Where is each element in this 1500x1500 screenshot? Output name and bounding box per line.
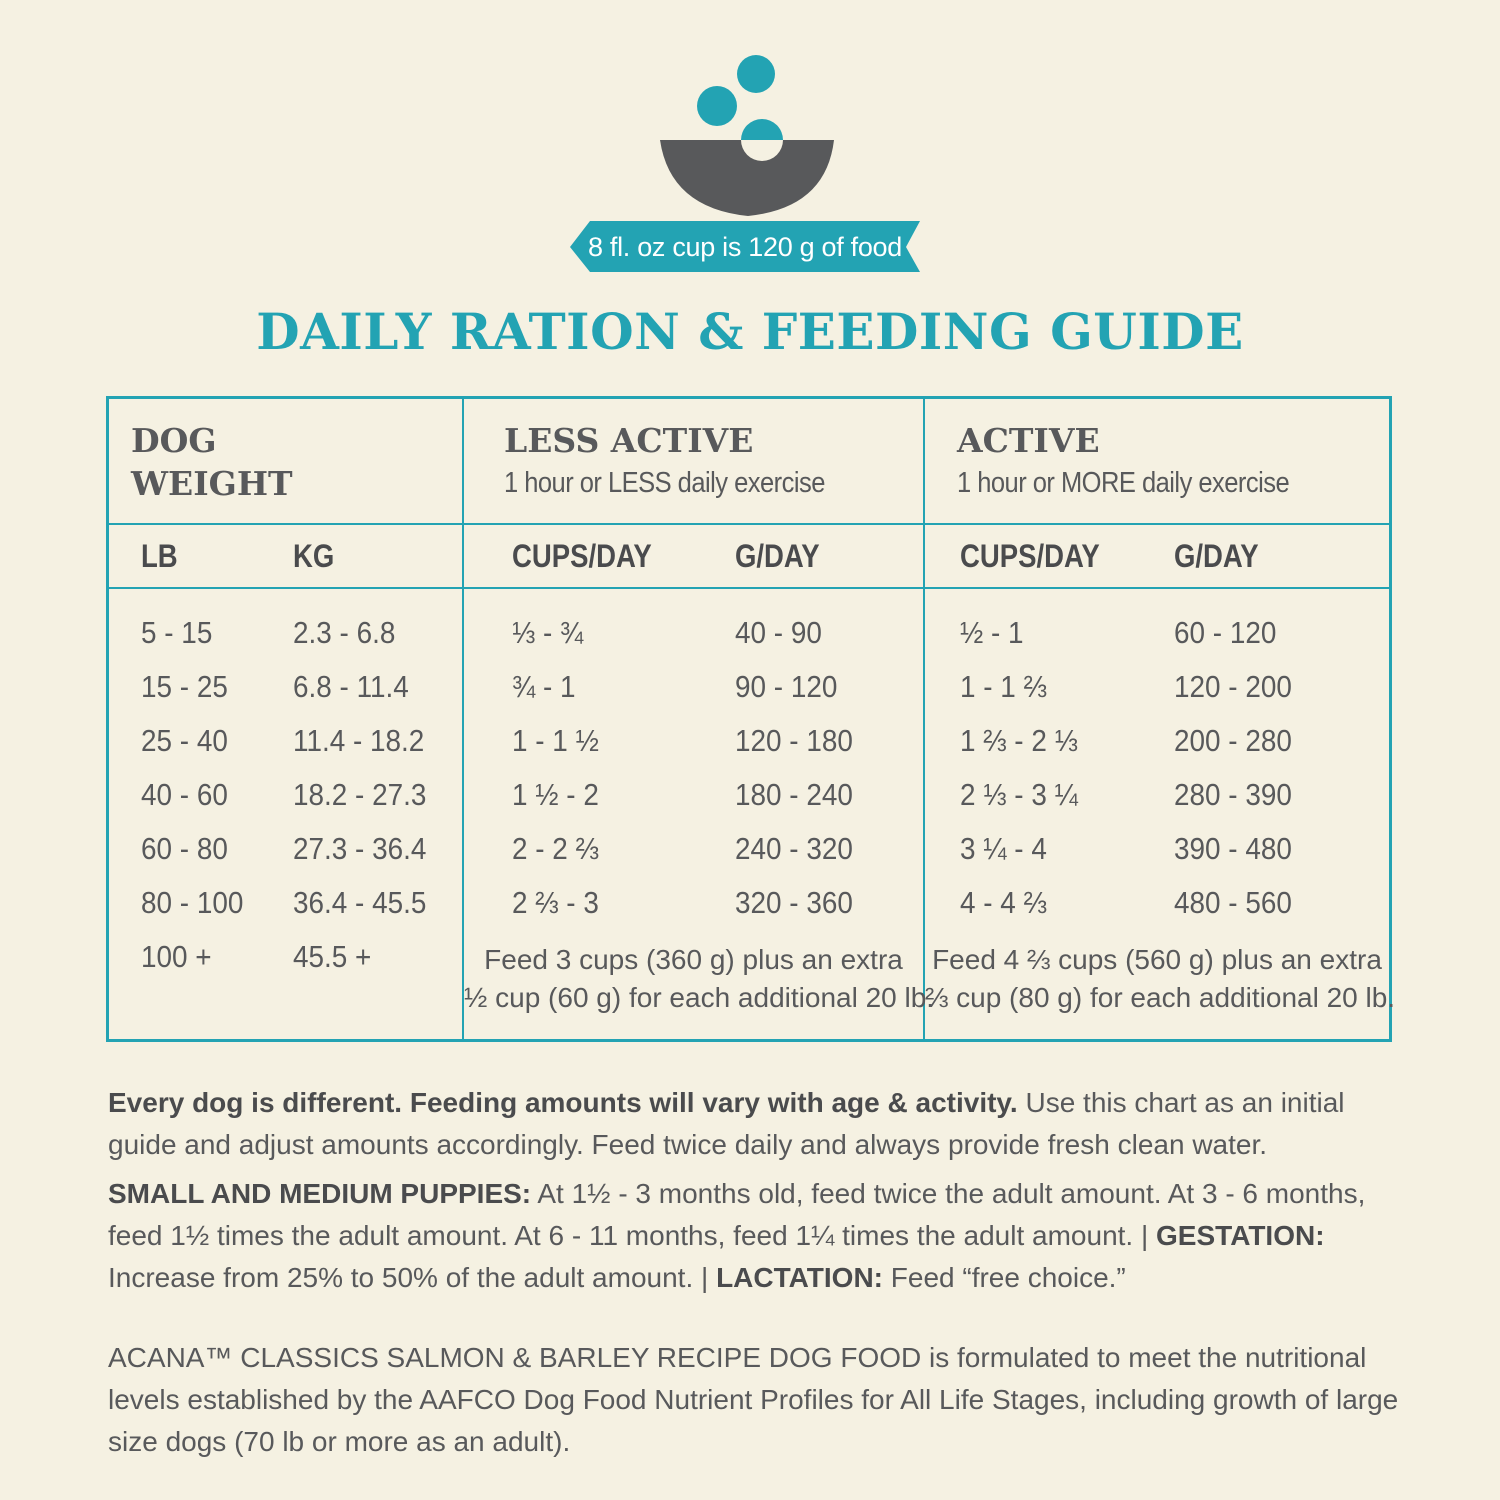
page-title: DAILY RATION & FEEDING GUIDE: [256, 302, 1244, 361]
column-header-less-active-cups: CUPS/DAY: [512, 538, 652, 574]
table-cell-active-cups: 3 ¼ - 4: [960, 831, 1047, 866]
table-cell-lb: 80 - 100: [141, 885, 244, 920]
table-cell-less-active-cups: 1 ½ - 2: [512, 777, 599, 812]
table-cell-active-cups: 2 ⅓ - 3 ¼: [960, 777, 1078, 812]
table-cell-less-active-grams: 320 - 360: [735, 885, 853, 920]
header-active-sub: 1 hour or MORE daily exercise: [957, 467, 1290, 499]
table-cell-active-grams: 480 - 560: [1174, 885, 1292, 920]
table-cell-active-grams: 200 - 280: [1174, 723, 1292, 758]
column-header-lb: LB: [141, 538, 178, 574]
table-cell-less-active-cups: 1 - 1 ½: [512, 723, 599, 758]
table-cell-kg: 18.2 - 27.3: [293, 777, 427, 812]
table-cell-active-cups: ½ - 1: [960, 615, 1024, 650]
table-cell-kg: 36.4 - 45.5: [293, 885, 427, 920]
table-cell-lb: 5 - 15: [141, 615, 213, 650]
column-header-active-cups: CUPS/DAY: [960, 538, 1100, 574]
ribbon-banner: [570, 221, 920, 272]
note-general: Every dog is different. Feeding amounts …: [108, 1087, 1345, 1160]
table-cell-less-active-grams: 40 - 90: [735, 615, 822, 650]
table-cell-less-active-cups: 2 - 2 ⅔: [512, 831, 599, 866]
kibble-icon: [737, 55, 775, 93]
table-cell-active-grams: 120 - 200: [1174, 669, 1292, 704]
feeding-table: DOG WEIGHT LESS ACTIVE 1 hour or LESS da…: [106, 396, 1396, 1042]
table-cell-kg: 45.5 +: [293, 939, 372, 974]
table-cell-less-active-cups: ⅓ - ¾: [512, 615, 584, 650]
header-less-active: LESS ACTIVE: [504, 421, 754, 460]
table-cell-less-active-grams: 240 - 320: [735, 831, 853, 866]
table-cell-kg: 2.3 - 6.8: [293, 615, 396, 650]
table-cell-less-active-cups: ¾ - 1: [512, 669, 576, 704]
less-active-extra-note: Feed 3 cups (360 g) plus an extra ½ cup …: [464, 944, 935, 1013]
table-cell-kg: 27.3 - 36.4: [293, 831, 427, 866]
cup-size-note: 8 fl. oz cup is 120 g of food: [587, 231, 902, 262]
active-extra-note: Feed 4 ⅔ cups (560 g) plus an extra ⅔ cu…: [925, 944, 1396, 1013]
table-cell-less-active-grams: 90 - 120: [735, 669, 838, 704]
table-cell-lb: 25 - 40: [141, 723, 228, 758]
table-cell-active-cups: 1 - 1 ⅔: [960, 669, 1047, 704]
table-cell-less-active-grams: 120 - 180: [735, 723, 853, 758]
column-header-less-active-grams: G/DAY: [735, 538, 820, 574]
table-cell-lb: 40 - 60: [141, 777, 228, 812]
kibble-icon: [741, 119, 783, 140]
table-cell-kg: 6.8 - 11.4: [293, 669, 409, 704]
table-cell-active-grams: 280 - 390: [1174, 777, 1292, 812]
table-cell-active-grams: 390 - 480: [1174, 831, 1292, 866]
table-cell-active-cups: 1 ⅔ - 2 ⅓: [960, 723, 1078, 758]
table-cell-lb: 60 - 80: [141, 831, 228, 866]
table-cell-less-active-cups: 2 ⅔ - 3: [512, 885, 599, 920]
note-aafco: ACANA™ CLASSICS SALMON & BARLEY RECIPE D…: [108, 1342, 1399, 1457]
header-active: ACTIVE: [957, 421, 1100, 460]
table-cell-active-cups: 4 - 4 ⅔: [960, 885, 1047, 920]
table-cell-less-active-grams: 180 - 240: [735, 777, 853, 812]
header-dog-weight: DOG WEIGHT: [131, 421, 293, 503]
table-cell-lb: 100 +: [141, 939, 212, 974]
table-cell-lb: 15 - 25: [141, 669, 228, 704]
note-puppies: SMALL AND MEDIUM PUPPIES: At 1½ - 3 mont…: [108, 1178, 1366, 1293]
table-cell-kg: 11.4 - 18.2: [293, 723, 425, 758]
bowl-with-food-icon: [570, 55, 920, 272]
kibble-icon: [697, 86, 737, 126]
header-less-active-sub: 1 hour or LESS daily exercise: [504, 467, 825, 499]
column-header-active-grams: G/DAY: [1174, 538, 1259, 574]
bowl-icon: [660, 140, 834, 216]
column-header-kg: KG: [293, 538, 335, 574]
table-cell-active-grams: 60 - 120: [1174, 615, 1277, 650]
